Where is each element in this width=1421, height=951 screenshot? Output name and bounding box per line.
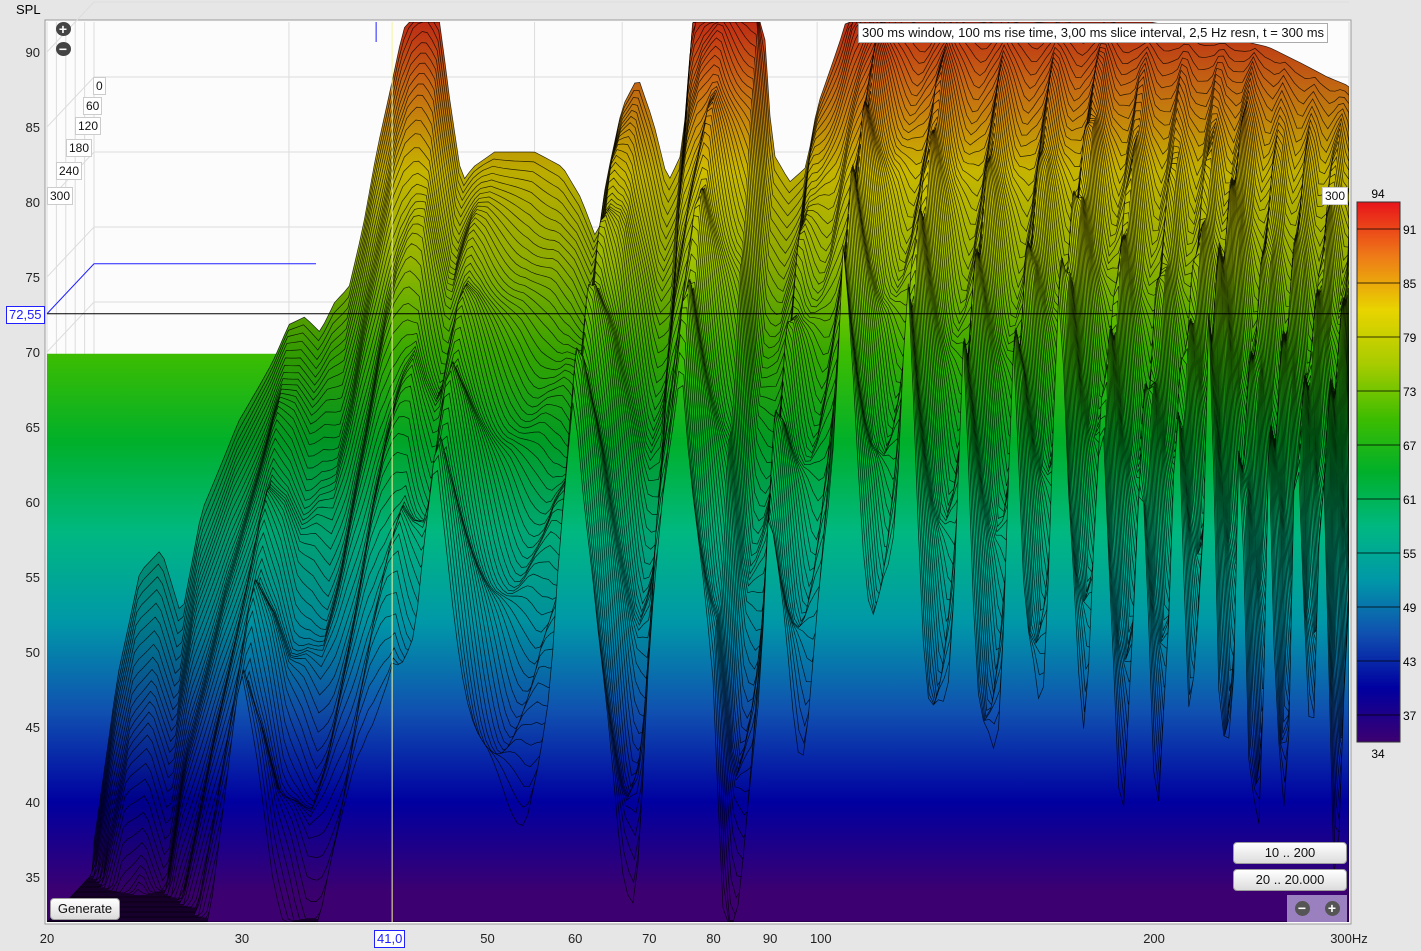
colorbar — [1356, 201, 1401, 743]
time-tick-label: 60 — [83, 97, 103, 115]
freq-zoom-controls: − + — [1287, 895, 1347, 922]
zoom-in-icon[interactable]: + — [1324, 901, 1340, 916]
grid-line-depth — [46, 1, 95, 53]
time-tick-label: 120 — [75, 117, 102, 135]
y-tick-label: 85 — [26, 120, 40, 135]
y-tick-label: 80 — [26, 195, 40, 210]
zoom-out-icon[interactable]: − — [55, 42, 71, 56]
y-tick-label: 45 — [26, 720, 40, 735]
y-tick-label: 70 — [26, 345, 40, 360]
slice-time-label: 300 — [1322, 187, 1349, 205]
x-tick-label: 70 — [642, 931, 656, 946]
colorbar-tick-label: 61 — [1403, 493, 1417, 507]
zoom-in-icon[interactable]: + — [55, 22, 71, 36]
zoom-out-icon[interactable]: − — [1294, 901, 1310, 916]
time-tick-label: 300 — [47, 187, 74, 205]
plot-zoom-controls: + − — [48, 22, 78, 56]
y-tick-label: 40 — [26, 795, 40, 810]
x-tick-label: 60 — [568, 931, 582, 946]
colorbar-tick-label: 67 — [1403, 439, 1417, 453]
grid-line-depth — [46, 226, 95, 278]
colorbar-tick-label: 49 — [1403, 601, 1417, 615]
y-tick-label: 60 — [26, 495, 40, 510]
colorbar-tick-label: 43 — [1403, 655, 1417, 669]
x-tick-label: 300Hz — [1330, 931, 1368, 946]
colorbar-tick-label: 91 — [1403, 223, 1417, 237]
y-tick-label: 75 — [26, 270, 40, 285]
x-tick-label: 50 — [480, 931, 494, 946]
generate-button[interactable]: Generate — [50, 898, 120, 920]
y-tick-label: 55 — [26, 570, 40, 585]
colorbar-tick-label: 55 — [1403, 547, 1417, 561]
x-tick-label: 20 — [40, 931, 54, 946]
x-tick-label: 90 — [763, 931, 777, 946]
waterfall-slices — [47, 22, 1349, 922]
y-tick-label: 65 — [26, 420, 40, 435]
colorbar-tick-label: 37 — [1403, 709, 1417, 723]
time-tick-label: 180 — [66, 139, 93, 157]
cursor-spl-readout: 72,55 — [6, 306, 45, 324]
x-tick-label: 100 — [810, 931, 832, 946]
colorbar-tick-label: 85 — [1403, 277, 1417, 291]
colorbar-tick-label: 79 — [1403, 331, 1417, 345]
grid-line-depth — [46, 76, 95, 128]
cursor-frequency-readout: 41,0 — [374, 930, 406, 948]
range-10-200-button[interactable]: 10 .. 200 — [1233, 842, 1347, 864]
x-tick-label: 200 — [1143, 931, 1165, 946]
y-tick-label: 50 — [26, 645, 40, 660]
cursor-depth-line — [46, 263, 316, 315]
y-axis-label: SPL — [16, 2, 41, 17]
time-tick-label: 240 — [56, 162, 83, 180]
y-tick-label: 35 — [26, 870, 40, 885]
y-tick-label: 90 — [26, 45, 40, 60]
x-tick-label: 80 — [706, 931, 720, 946]
waterfall-slice — [47, 245, 1349, 922]
grid-line-depth — [46, 301, 95, 353]
range-20-20000-button[interactable]: 20 .. 20.000 — [1233, 869, 1347, 891]
time-tick-label: 0 — [93, 77, 106, 95]
colorbar-tick-label: 73 — [1403, 385, 1417, 399]
colorbar-max-label: 94 — [1371, 187, 1385, 201]
colorbar-min-label: 34 — [1371, 747, 1385, 761]
waterfall-settings-annotation: 300 ms window, 100 ms rise time, 3,00 ms… — [858, 23, 1329, 43]
x-tick-label: 30 — [235, 931, 249, 946]
